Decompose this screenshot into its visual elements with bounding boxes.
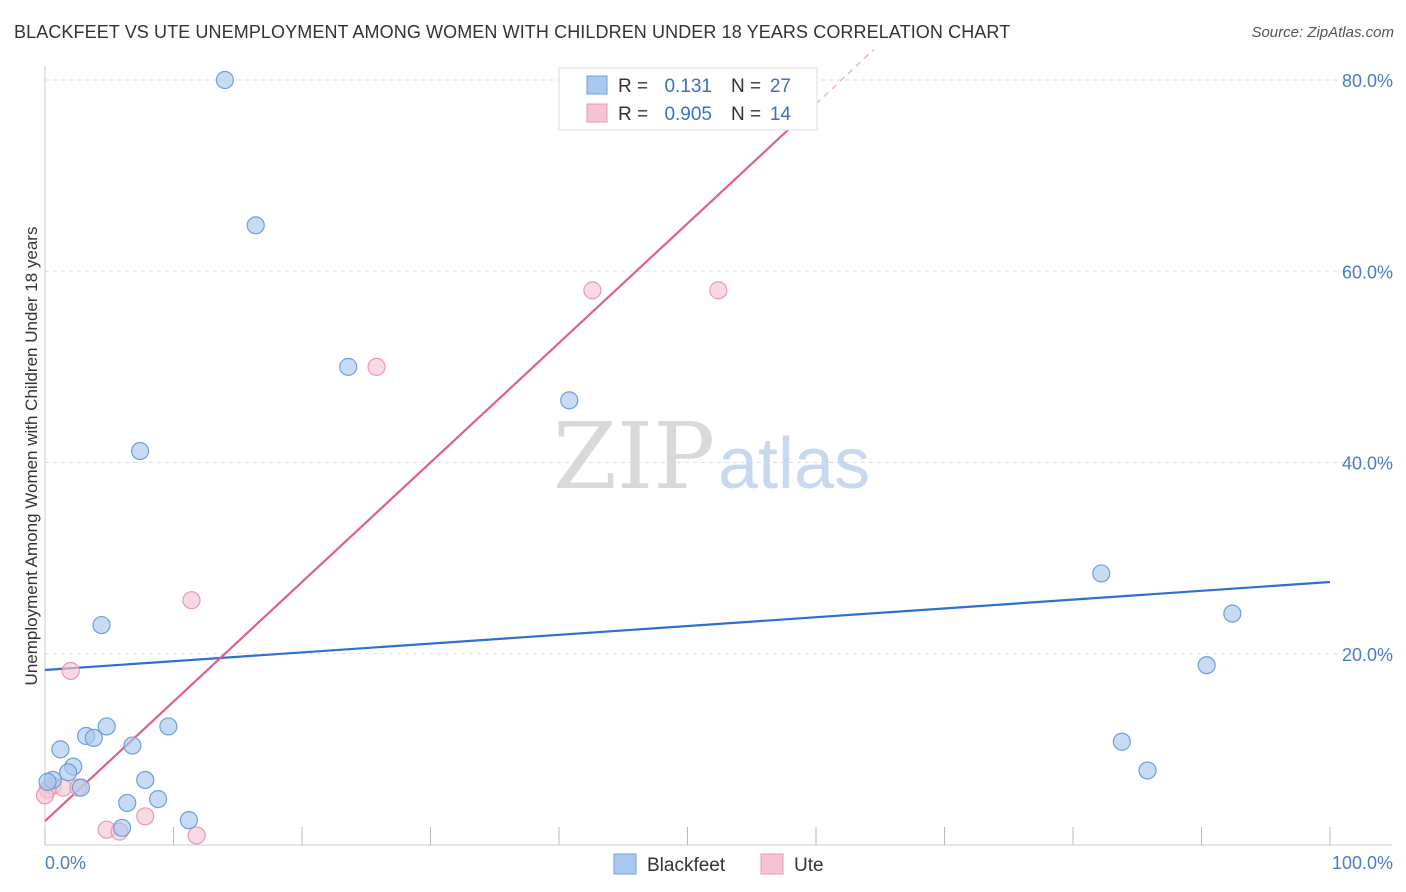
x-tick-label: 0.0% (45, 853, 86, 873)
point-blackfeet (339, 357, 358, 376)
point-blackfeet (130, 441, 150, 461)
y-tick-label: 80.0% (1342, 71, 1393, 91)
point-blackfeet (1223, 604, 1242, 623)
point-blackfeet (159, 717, 178, 736)
legend-n-label: N = (731, 104, 761, 125)
point-ute (61, 661, 80, 681)
point-blackfeet (215, 70, 234, 90)
point-layer (35, 70, 1242, 845)
watermark-atlas: atlas (718, 424, 870, 504)
legend-n-value: 27 (770, 76, 791, 97)
legend-swatch-blackfeet (586, 75, 608, 95)
point-blackfeet (84, 728, 103, 748)
point-blackfeet (97, 717, 116, 736)
point-blackfeet (1112, 732, 1131, 751)
y-tick-label: 40.0% (1342, 454, 1393, 474)
watermark: ZIP atlas (553, 403, 870, 510)
point-ute (583, 281, 602, 300)
point-blackfeet (123, 736, 142, 755)
legend-n-label: N = (731, 76, 761, 97)
point-blackfeet (92, 615, 111, 635)
point-blackfeet (59, 763, 78, 782)
x-tick-label: 100.0% (1332, 853, 1393, 873)
bottom-legend: Blackfeet Ute (613, 853, 824, 876)
trend-line-ute (44, 103, 817, 822)
point-blackfeet (112, 818, 132, 837)
point-blackfeet (38, 772, 57, 791)
y-tick-label: 60.0% (1342, 262, 1393, 282)
legend-r-value: 0.905 (664, 104, 712, 125)
chart-title: BLACKFEET VS UTE UNEMPLOYMENT AMONG WOME… (14, 22, 1011, 42)
point-ute (709, 281, 728, 300)
legend-r-label: R = (618, 76, 648, 97)
bottom-legend-label-ute: Ute (794, 855, 824, 876)
trend-layer (44, 48, 1331, 822)
bottom-legend-swatch-blackfeet (613, 853, 637, 875)
point-blackfeet (148, 789, 168, 809)
point-blackfeet (246, 216, 265, 235)
axis-layer: 20.0% 40.0% 60.0% 80.0% 0.0% 100.0% (44, 66, 1393, 873)
legend-n-value: 14 (770, 104, 792, 125)
point-ute (187, 826, 206, 845)
point-blackfeet (136, 770, 155, 790)
source-label: Source: ZipAtlas.com (1251, 24, 1394, 41)
point-blackfeet (1138, 761, 1157, 780)
point-ute (136, 807, 155, 826)
watermark-zip: ZIP (553, 403, 715, 510)
point-blackfeet (51, 740, 70, 759)
point-ute (367, 357, 386, 376)
legend-r-value: 0.131 (664, 76, 712, 97)
point-blackfeet (71, 778, 91, 797)
trend-extension-ute (815, 48, 875, 105)
point-blackfeet (179, 811, 199, 830)
bottom-legend-label-blackfeet: Blackfeet (647, 855, 726, 876)
y-tick-label: 20.0% (1342, 645, 1393, 665)
legend: R = 0.131 N = 27 R = 0.905 N = 14 (558, 67, 818, 131)
legend-r-label: R = (618, 104, 648, 125)
y-axis-label: Unemployment Among Women with Children U… (22, 227, 41, 686)
point-blackfeet (560, 391, 579, 410)
trend-line-blackfeet (44, 580, 1331, 672)
point-blackfeet (1197, 656, 1216, 675)
point-ute (182, 591, 201, 610)
point-blackfeet (1092, 564, 1111, 583)
bottom-legend-swatch-ute (760, 853, 784, 875)
point-blackfeet (118, 793, 137, 813)
grid-layer (45, 79, 1392, 655)
legend-swatch-ute (586, 103, 608, 123)
